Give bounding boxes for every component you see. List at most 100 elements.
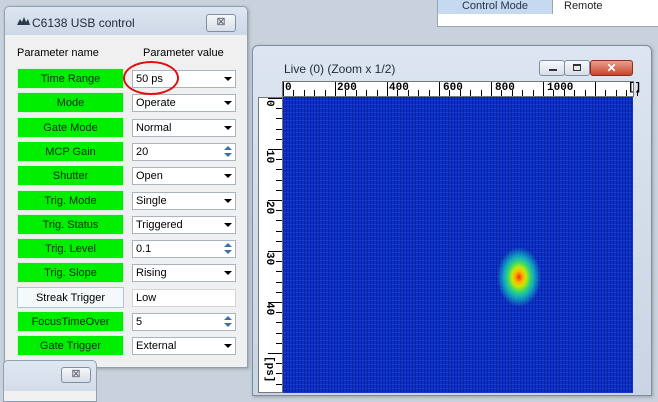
parameter-row: Shutter Open [17,165,243,186]
parameter-value: 50 ps [136,73,163,85]
y-ruler-label: 0 [263,100,275,107]
parameter-row: Mode Operate [17,92,243,113]
maximize-button[interactable] [564,60,590,76]
parameter-spinbox[interactable]: 20 [132,143,236,161]
spin-down-icon[interactable] [224,250,232,254]
c6138-control-window: C6138 USB control ⊠ Parameter name Param… [4,6,248,368]
y-ruler-tick [276,231,282,232]
x-ruler-tick [314,90,315,96]
y-ruler-tick [276,118,282,119]
x-ruler-tick [553,90,554,96]
parameter-name: Streak Trigger [17,287,124,308]
parameter-dropdown[interactable]: Open [132,167,236,185]
y-ruler-tick [276,322,282,323]
spin-up-icon[interactable] [224,243,232,247]
parameter-value: 5 [136,316,143,328]
y-ruler-tick [276,333,282,334]
parameter-row: Trig. Slope Rising [17,262,243,283]
y-ruler-tick [276,220,282,221]
spin-down-icon[interactable] [224,323,232,327]
y-ruler-tick [268,251,282,252]
parameter-dropdown[interactable]: Single [132,192,236,210]
parameter-name: MCP Gain [17,141,124,162]
parameter-dropdown[interactable]: Normal [132,119,236,137]
chevron-down-icon[interactable] [224,174,232,178]
y-ruler-label: 30 [263,252,275,266]
chevron-down-icon[interactable] [224,223,232,227]
y-ruler-tick [276,210,282,211]
parameter-value: Normal [136,122,172,134]
x-ruler-tick [501,90,502,96]
y-ruler-tick [276,373,282,374]
y-ruler-tick [276,129,282,130]
parameter-name: Time Range [17,68,124,89]
y-ruler-tick [276,190,282,191]
parameter-name: Trig. Level [17,238,124,259]
x-ruler-tick [449,90,450,96]
parameter-row: Trig. Mode Single [17,190,243,211]
x-ruler-tick [574,90,575,96]
y-ruler-tick [268,200,282,201]
x-ruler-tick [439,82,440,96]
y-ruler-tick [268,302,282,303]
control-mode-label: Control Mode [438,0,553,14]
x-ruler-tick [335,82,336,96]
parameter-spinbox[interactable]: 0.1 [132,240,236,258]
y-ruler-tick [268,98,282,99]
parameter-value: Low [136,292,157,304]
chevron-down-icon[interactable] [224,126,232,130]
spin-up-icon[interactable] [224,316,232,320]
x-ruler-tick [522,90,523,96]
spin-arrows-icon[interactable] [223,242,233,256]
streak-image[interactable] [283,97,633,393]
y-ruler-tick [276,292,282,293]
parameter-spinbox[interactable]: 5 [132,313,236,331]
parameter-name: Gate Trigger [17,335,124,356]
y-ruler-tick [276,159,282,160]
parameter-row: Time Range 50 ps [17,68,243,89]
parameter-text-field[interactable]: Low [132,289,236,307]
chevron-down-icon[interactable] [224,101,232,105]
parameter-value: 0.1 [136,243,152,255]
parameter-value: Triggered [136,219,183,231]
y-ruler: 0 10 20 30 40 [ps] [258,97,283,393]
spin-up-icon[interactable] [224,146,232,150]
spin-down-icon[interactable] [224,153,232,157]
parameter-value: Open [136,170,163,182]
x-ruler-tick [356,90,357,96]
mini-window-body [4,391,96,401]
parameter-row: Streak Trigger Low [17,287,243,308]
chevron-down-icon[interactable] [224,199,232,203]
control-window-close-button[interactable]: ⊠ [206,14,236,32]
live-window-close-button[interactable]: ✕ [590,60,633,76]
parameter-dropdown[interactable]: Triggered [132,216,236,234]
live-window-title: Live (0) (Zoom x 1/2) [284,62,396,76]
x-ruler-label: 400 [389,82,409,94]
parameter-dropdown[interactable]: External [132,337,236,355]
close-icon: ⊠ [71,368,81,380]
live-image-window: Live (0) (Zoom x 1/2) ✕ 0 200 400 600 800 100… [252,45,652,396]
chevron-down-icon[interactable] [224,344,232,348]
parameter-dropdown[interactable]: Rising [132,264,236,282]
spin-arrows-icon[interactable] [223,145,233,159]
parameter-name: FocusTimeOver [17,311,124,332]
x-ruler-tick [543,82,544,96]
chevron-down-icon[interactable] [224,271,232,275]
spin-arrows-icon[interactable] [223,315,233,329]
y-ruler-tick [276,241,282,242]
parameter-dropdown[interactable]: Operate [132,94,236,112]
x-ruler-tick [626,90,627,96]
parameter-value: 20 [136,146,149,158]
y-ruler-label: [ps] [263,356,275,383]
x-ruler-tick [512,90,513,96]
control-window-titlebar[interactable]: C6138 USB control ⊠ [5,7,247,35]
chevron-down-icon[interactable] [224,77,232,81]
x-ruler-tick [345,90,346,96]
minimize-button[interactable] [539,60,565,76]
minimize-icon [549,69,557,71]
parameter-dropdown[interactable]: 50 ps [132,70,236,88]
x-ruler-tick [470,90,471,96]
mini-window-close-button[interactable]: ⊠ [61,367,91,383]
parameter-value: Single [136,195,167,207]
parameter-name: Shutter [17,165,124,186]
